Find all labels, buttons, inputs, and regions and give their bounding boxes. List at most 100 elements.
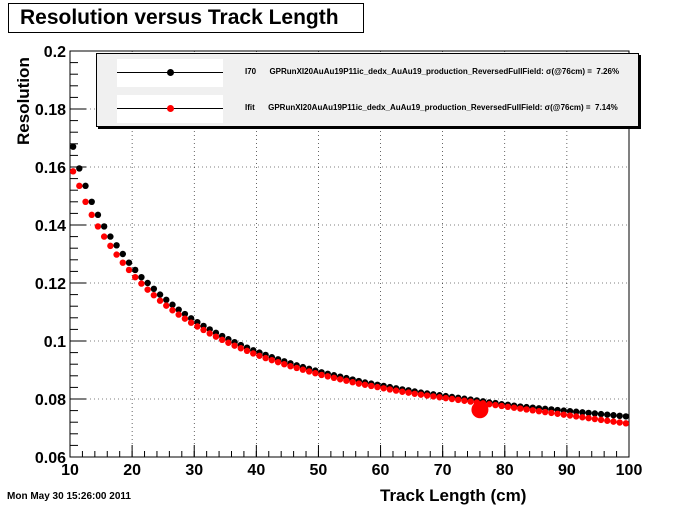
ifit-data-point	[175, 311, 182, 318]
ifit-data-point	[554, 410, 561, 417]
ifit-data-point	[200, 326, 207, 334]
ifit-data-point	[492, 401, 499, 409]
x-tick-label: 60	[372, 462, 390, 479]
ifit-data-point	[256, 352, 263, 359]
ifit-data-point	[268, 356, 276, 364]
x-tick-label: 90	[558, 462, 576, 479]
y-tick-label: 0.1	[44, 334, 66, 351]
i70-data-point	[610, 412, 617, 419]
legend-marker-red	[167, 105, 174, 112]
x-tick-label: 40	[247, 462, 265, 479]
ifit-data-point	[529, 407, 536, 414]
chart-title-text: Resolution versus Track Length	[20, 6, 339, 29]
ifit-data-point	[237, 345, 245, 352]
ifit-data-point	[318, 371, 325, 379]
i70-data-point	[119, 250, 126, 258]
ifit-data-point	[330, 374, 338, 382]
ifit-data-point	[566, 412, 574, 419]
legend-label-ifit: Ifit GPRunXI20AuAu19P11ic_dedx_AuAu19_pr…	[245, 103, 618, 112]
ifit-data-point	[156, 297, 164, 304]
x-tick-label: 10	[61, 462, 79, 479]
ifit-data-point	[467, 398, 474, 405]
axis-ticks	[69, 50, 630, 458]
i70-data-point	[76, 165, 83, 172]
i70-data-point	[132, 266, 139, 274]
x-tick-label: 30	[185, 462, 203, 479]
ifit-data-point	[281, 361, 288, 368]
ifit-data-point	[125, 266, 133, 274]
ifit-data-point	[250, 350, 257, 357]
i70-data-point	[107, 233, 114, 240]
ifit-data-point	[349, 378, 356, 386]
ifit-data-point	[368, 382, 375, 390]
i70-data-point	[138, 274, 145, 281]
y-tick-label: 0.14	[35, 218, 66, 235]
i70-data-point	[69, 143, 77, 150]
i70-data-point	[82, 182, 89, 190]
ifit-data-point	[312, 369, 319, 377]
ifit-data-point	[231, 342, 238, 349]
ifit-data-point	[510, 404, 518, 411]
ifit-data-point	[163, 302, 170, 309]
ifit-data-point	[604, 417, 611, 424]
ifit-data-point	[498, 402, 505, 410]
i70-data-point	[585, 409, 592, 417]
i70-data-point	[156, 291, 164, 298]
ifit-data-point	[218, 336, 226, 344]
ifit-data-point	[361, 381, 369, 388]
legend-entry-ifit: Ifit GPRunXI20AuAu19P11ic_dedx_AuAu19_pr…	[117, 95, 627, 123]
ifit-data-point	[113, 251, 120, 258]
ifit-data-point	[206, 330, 213, 337]
ifit-data-point	[417, 391, 425, 398]
ifit-data-point	[355, 380, 363, 387]
ifit-data-point	[287, 363, 294, 370]
y-tick-label: 0.2	[44, 44, 66, 61]
ifit-data-point	[94, 223, 102, 230]
data-points	[69, 143, 630, 427]
i70-data-point	[597, 410, 605, 418]
x-tick-label: 20	[123, 462, 141, 479]
ifit-data-point	[374, 383, 381, 391]
ifit-data-point	[386, 386, 394, 393]
ifit-data-point	[585, 414, 592, 422]
ifit-data-point	[76, 182, 83, 190]
date-stamp: Mon May 30 15:26:00 2011	[7, 491, 131, 502]
ifit-data-point	[448, 395, 456, 403]
y-tick-label: 0.08	[35, 392, 66, 409]
ifit-data-point	[405, 389, 412, 396]
legend-sample	[117, 95, 223, 123]
ifit-data-point	[504, 403, 512, 411]
y-tick-label: 0.16	[35, 160, 66, 177]
ifit-data-point	[262, 354, 269, 362]
ifit-data-point	[69, 168, 77, 175]
y-axis-title: Resolution	[14, 57, 33, 145]
ifit-data-point	[150, 291, 158, 299]
i70-data-point	[163, 296, 170, 304]
ifit-data-point	[430, 393, 437, 400]
legend: I70 GPRunXI20AuAu19P11ic_dedx_AuAu19_pro…	[96, 53, 639, 127]
ifit-data-point	[243, 347, 251, 355]
i70-data-point	[144, 279, 151, 287]
ifit-data-point	[579, 414, 586, 421]
i70-data-point	[113, 242, 120, 249]
i70-data-point	[175, 306, 182, 313]
ifit-data-point	[144, 286, 151, 293]
ifit-data-point	[324, 373, 331, 380]
highlight-point-76cm	[471, 401, 489, 419]
y-tick-label: 0.06	[35, 450, 66, 467]
x-tick-label: 100	[616, 462, 643, 479]
i70-data-point	[88, 198, 95, 205]
ifit-data-point	[399, 388, 406, 395]
ifit-data-point	[541, 408, 549, 416]
i70-data-point	[604, 411, 611, 418]
ifit-data-point	[442, 394, 449, 402]
ifit-data-point	[436, 394, 443, 401]
i70-data-point	[616, 412, 623, 420]
i70-data-point	[181, 310, 189, 318]
ifit-data-point	[194, 323, 201, 330]
ifit-data-point	[517, 405, 524, 412]
ifit-data-point	[305, 368, 313, 375]
x-tick-label: 50	[310, 462, 328, 479]
ifit-data-point	[423, 392, 431, 399]
ifit-data-point	[454, 396, 462, 404]
